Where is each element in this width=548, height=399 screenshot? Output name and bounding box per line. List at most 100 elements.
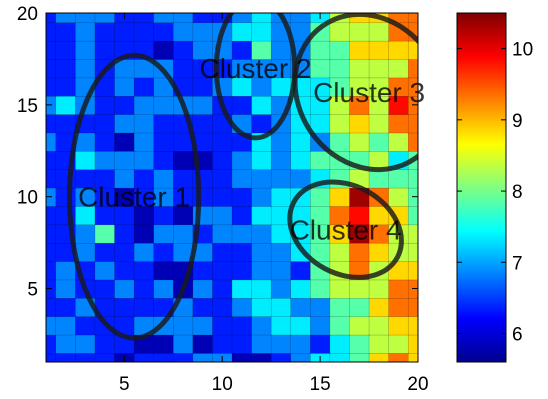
contour-cell xyxy=(368,40,390,60)
contour-cell xyxy=(114,297,135,317)
contour-cell xyxy=(212,279,233,299)
contour-cell xyxy=(212,132,233,152)
contour-cell xyxy=(55,77,77,97)
contour-cell xyxy=(407,40,418,60)
contour-cell xyxy=(133,113,155,134)
contour-cell xyxy=(407,315,418,336)
contour-cell xyxy=(55,58,77,79)
contour-cell xyxy=(388,187,410,207)
contour-cell xyxy=(55,260,77,281)
contour-cell xyxy=(114,77,135,97)
contour-cell xyxy=(173,223,194,244)
contour-cell xyxy=(329,58,351,79)
contour-cell xyxy=(55,21,77,42)
contour-cell xyxy=(251,279,273,299)
contour-cell xyxy=(192,279,214,299)
y-tick-label: 5 xyxy=(27,280,38,301)
contour-cell xyxy=(290,279,312,299)
contour-cell xyxy=(55,297,77,317)
contour-cell xyxy=(192,95,214,115)
contour-cell xyxy=(388,334,410,354)
contour-cell xyxy=(251,260,273,281)
contour-cell xyxy=(114,21,135,42)
colorbar-ticks: 6 7 8 9 10 xyxy=(457,40,533,346)
contour-cell xyxy=(310,279,331,299)
contour-cell xyxy=(290,150,312,170)
contour-cell xyxy=(270,334,292,354)
contour-cell xyxy=(251,113,273,134)
contour-cell xyxy=(349,279,370,299)
contour-cell xyxy=(349,113,370,134)
contour-cell xyxy=(173,21,194,42)
contour-cell xyxy=(407,132,418,152)
contour-cell xyxy=(251,297,273,317)
contour-cell xyxy=(310,113,331,134)
cluster-label: Cluster 3 xyxy=(313,77,425,108)
contour-cell xyxy=(173,315,194,336)
contour-cell xyxy=(270,150,292,170)
contour-cell xyxy=(310,150,331,170)
contour-cell xyxy=(368,132,390,152)
contour-cell xyxy=(349,297,370,317)
contour-cell xyxy=(407,352,418,362)
contour-cell xyxy=(94,223,116,244)
contour-cell xyxy=(75,21,96,42)
contour-cell xyxy=(251,223,273,244)
colorbar-frame xyxy=(456,12,507,363)
x-tick-label: 5 xyxy=(119,374,130,395)
contour-cell xyxy=(407,334,418,354)
contour-cell xyxy=(94,150,116,170)
x-axis: 5 10 15 20 xyxy=(119,13,429,395)
contour-cell xyxy=(231,223,253,244)
contour-cell xyxy=(251,168,273,189)
contour-cell xyxy=(231,315,253,336)
contour-cell xyxy=(231,260,253,281)
contour-cell xyxy=(212,297,233,317)
contour-cell xyxy=(251,315,273,336)
contour-cell xyxy=(133,150,155,170)
contour-cell xyxy=(329,113,351,134)
plot-frame xyxy=(45,12,419,363)
contour-cell xyxy=(55,95,77,115)
contour-cell xyxy=(153,21,175,42)
contour-cell xyxy=(270,132,292,152)
contour-cell xyxy=(55,315,77,336)
contour-cell xyxy=(349,40,370,60)
contour-cell xyxy=(349,334,370,354)
contour-cell xyxy=(270,242,292,262)
contour-cell xyxy=(231,297,253,317)
contour-cell xyxy=(192,187,214,207)
cluster-ellipse xyxy=(287,179,404,280)
contour-cell xyxy=(153,132,175,152)
contour-cell xyxy=(114,223,135,244)
contour-cell xyxy=(75,223,96,244)
contour-cell xyxy=(133,242,155,262)
contour-cell xyxy=(153,242,175,262)
contour-cell xyxy=(251,334,273,354)
contour-cell xyxy=(75,315,96,336)
contour-cell xyxy=(173,58,194,79)
contour-cell xyxy=(407,297,418,317)
contour-cell xyxy=(310,315,331,336)
contour-cell xyxy=(329,315,351,336)
contour-cell xyxy=(75,334,96,354)
contour-cell xyxy=(407,58,418,79)
contour-cell xyxy=(231,168,253,189)
contour-cell xyxy=(133,279,155,299)
contour-cell xyxy=(270,279,292,299)
contour-cell xyxy=(310,58,331,79)
colorbar-tick-label: 7 xyxy=(512,253,523,274)
contour-cell xyxy=(114,279,135,299)
contour-cell xyxy=(133,77,155,97)
contour-cell xyxy=(329,40,351,60)
contour-cell xyxy=(133,297,155,317)
cluster-label: Cluster 1 xyxy=(78,182,190,213)
contour-cell xyxy=(75,58,96,79)
contour-cell xyxy=(270,315,292,336)
contour-cell xyxy=(192,260,214,281)
contour-cell xyxy=(407,205,418,226)
contour-cell xyxy=(388,315,410,336)
